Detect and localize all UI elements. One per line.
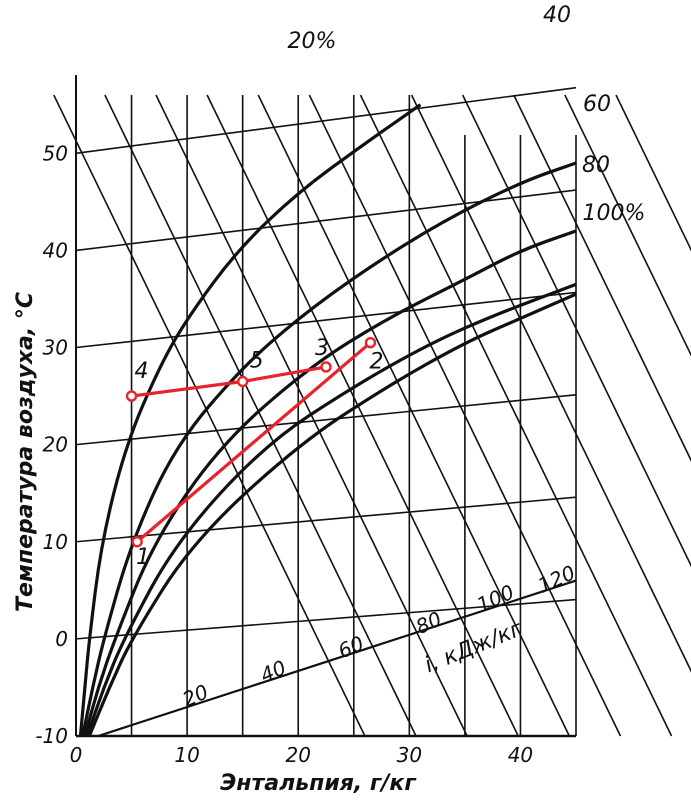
y-tick-label: 0 (55, 627, 68, 651)
enthalpy-line (308, 94, 622, 737)
y-axis-title: Температура воздуха, °С (13, 292, 38, 612)
x-axis-title: Энтальпия, г/кг (220, 771, 417, 796)
process-line (131, 379, 243, 398)
enthalpy-line (104, 94, 417, 737)
enthalpy-line (461, 94, 691, 568)
enthalpy-line (615, 94, 691, 252)
process-point (320, 361, 332, 373)
x-tick-label: 20 (285, 743, 310, 767)
isotherm-line (75, 86, 577, 155)
enthalpy-line (513, 94, 691, 462)
x-tick-label: 40 (508, 743, 533, 767)
process-point-label: 2 (369, 350, 383, 375)
enthalpy-scale-line (97, 579, 577, 738)
enthalpy-line (564, 94, 691, 357)
y-tick-label: 50 (43, 141, 68, 165)
enthalpy-line (53, 94, 366, 737)
isotherm-line (75, 291, 577, 349)
humidity-curve-label: 100% (583, 201, 646, 226)
humidity-curves (78, 103, 577, 737)
process-point (236, 375, 249, 388)
enthalpy-tick-label: 100 (473, 580, 518, 617)
isotherm-line (75, 598, 577, 640)
grid-lines (75, 86, 577, 736)
enthalpy-line (206, 94, 519, 737)
humidity-curve-label: 20% (288, 29, 337, 54)
process-lines (125, 336, 377, 548)
humidity-curve (85, 282, 577, 737)
y-tick-label: 40 (43, 238, 68, 262)
isotherm-line (75, 496, 577, 543)
axes (75, 75, 576, 738)
y-tick-label: 10 (43, 530, 68, 554)
process-point (364, 336, 377, 349)
x-tick-label: 0 (70, 743, 83, 767)
enthalpy-tick-label: 120 (534, 560, 579, 597)
humidity-curve (81, 161, 577, 737)
process-point (131, 536, 143, 548)
enthalpy-line (410, 94, 691, 673)
process-point-label: 1 (136, 545, 150, 570)
humidity-curve-label: 40 (543, 3, 571, 28)
humidity-curve-label: 60 (583, 92, 611, 117)
enthalpy-line (257, 94, 571, 737)
x-tick-label: 30 (397, 743, 422, 767)
x-tick-label: 10 (174, 743, 199, 767)
humidity-curve (78, 103, 422, 737)
humidity-curve (87, 292, 577, 737)
enthalpy-tick-label: 20 (179, 679, 212, 711)
isotherm-line (75, 394, 577, 446)
process-point (125, 390, 138, 402)
process-point-label: 4 (135, 359, 149, 384)
y-tick-label: 20 (43, 433, 68, 457)
process-line (242, 365, 327, 384)
humidity-curve-label: 80 (582, 153, 610, 178)
isotherm-line (75, 189, 577, 252)
humidity-curve (83, 229, 577, 737)
process-point-label: 3 (315, 336, 329, 361)
y-tick-label: -10 (35, 724, 68, 748)
process-line (136, 341, 372, 543)
process-point-label: 5 (250, 349, 264, 374)
enthalpy-line (359, 94, 673, 737)
y-tick-label: 30 (43, 336, 68, 360)
